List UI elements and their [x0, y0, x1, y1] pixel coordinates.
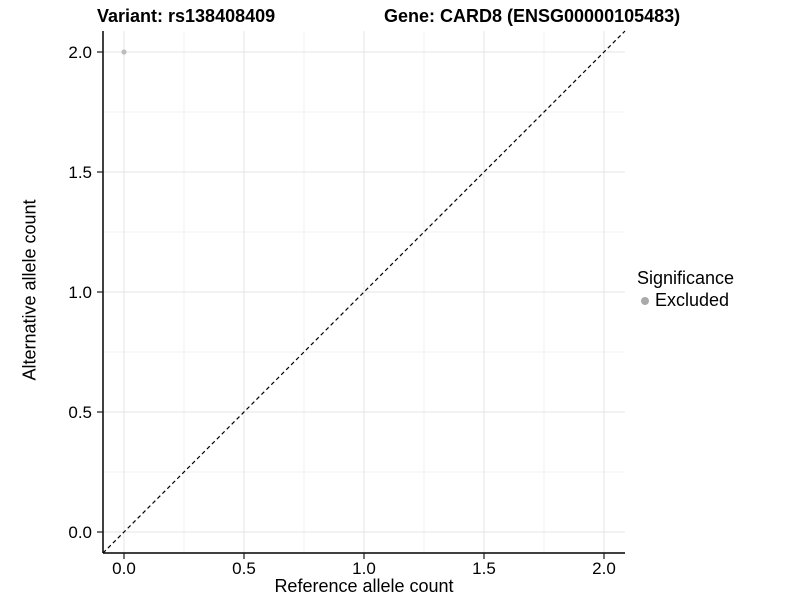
- legend-item-label: Excluded: [655, 290, 730, 310]
- legend: Significance Excluded: [637, 268, 734, 311]
- plot-title-variant: Variant: rs138408409: [97, 6, 276, 26]
- x-tick-label: 0.0: [112, 559, 136, 578]
- plot-title-gene: Gene: CARD8 (ENSG00000105483): [384, 6, 681, 26]
- data-point: [121, 49, 127, 55]
- y-tick-label: 1.5: [68, 163, 92, 182]
- y-tick-label: 0.5: [68, 403, 92, 422]
- y-tick-label: 0.0: [68, 523, 92, 542]
- x-axis-title: Reference allele count: [274, 576, 454, 596]
- x-tick-label: 2.0: [592, 559, 616, 578]
- y-tick-label: 1.0: [68, 283, 92, 302]
- x-tick-label: 1.0: [352, 559, 376, 578]
- y-axis-title: Alternative allele count: [19, 199, 40, 381]
- x-tick-label: 1.5: [472, 559, 496, 578]
- y-tick-label: 2.0: [68, 43, 92, 62]
- legend-title: Significance: [637, 268, 735, 288]
- x-tick-label: 0.5: [232, 559, 256, 578]
- legend-point-icon: [641, 296, 649, 305]
- legend-item-excluded: Excluded: [637, 290, 734, 311]
